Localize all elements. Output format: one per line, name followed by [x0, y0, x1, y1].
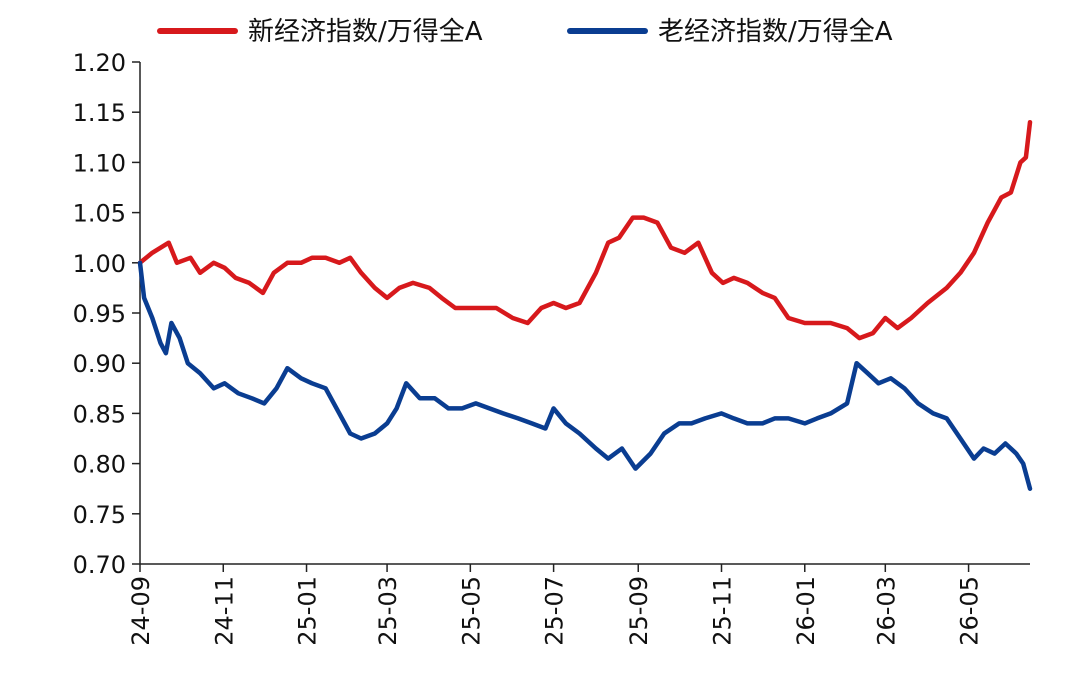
x-tick-label: 25-01 — [294, 576, 322, 646]
legend-label-new-economy: 新经济指数/万得全A — [248, 17, 483, 47]
x-tick-label: 25-03 — [374, 576, 402, 646]
series-line-0 — [137, 119, 1033, 341]
x-tick-label: 25-11 — [709, 576, 737, 646]
y-tick-label: 1.15 — [73, 99, 126, 127]
y-tick-label: 1.05 — [73, 200, 126, 228]
y-tick-label: 1.00 — [73, 250, 126, 278]
x-tick-label: 26-01 — [792, 576, 820, 646]
y-axis: 1.20 1.15 1.10 1.05 1.00 0.95 0.90 0.85 0.80 0.75… — [73, 49, 141, 579]
y-tick-label: 0.95 — [73, 300, 126, 328]
x-tick-label: 26-03 — [872, 576, 900, 646]
x-tick-label: 24-09 — [127, 576, 155, 646]
x-tick-label: 25-07 — [541, 576, 569, 646]
x-tick-label: 25-05 — [457, 576, 485, 646]
y-tick-label: 0.90 — [73, 350, 126, 378]
series-line-1 — [137, 260, 1033, 491]
y-tick-label: 1.10 — [73, 149, 126, 177]
y-tick-label: 1.20 — [73, 49, 126, 77]
y-tick-label: 0.85 — [73, 400, 126, 428]
x-axis: 24-09 24-11 25-01 25-03 25-05 25-07 25-09 25-11… — [127, 563, 1030, 646]
legend-label-old-economy: 老经济指数/万得全A — [658, 17, 893, 47]
y-tick-label: 0.75 — [73, 501, 126, 529]
y-tick-label: 0.70 — [73, 551, 126, 579]
y-tick-label: 0.80 — [73, 451, 126, 479]
x-tick-label: 26-05 — [956, 576, 984, 646]
plot-series — [137, 119, 1033, 491]
x-tick-label: 25-09 — [625, 576, 653, 646]
x-tick-label: 24-11 — [210, 576, 238, 646]
legend: 新经济指数/万得全A 老经济指数/万得全A — [157, 17, 893, 47]
